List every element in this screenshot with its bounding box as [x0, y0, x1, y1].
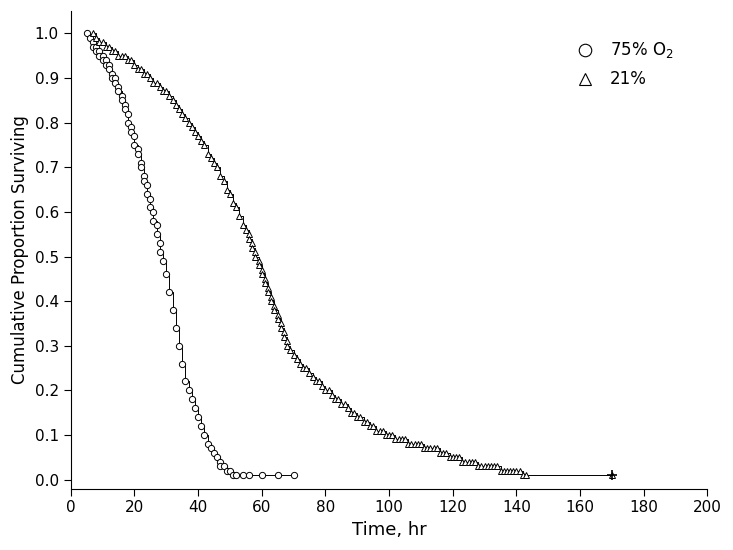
- Legend: 75% O$_2$, 21%: 75% O$_2$, 21%: [561, 34, 680, 95]
- Y-axis label: Cumulative Proportion Surviving: Cumulative Proportion Surviving: [11, 116, 29, 384]
- X-axis label: Time, hr: Time, hr: [352, 521, 427, 539]
